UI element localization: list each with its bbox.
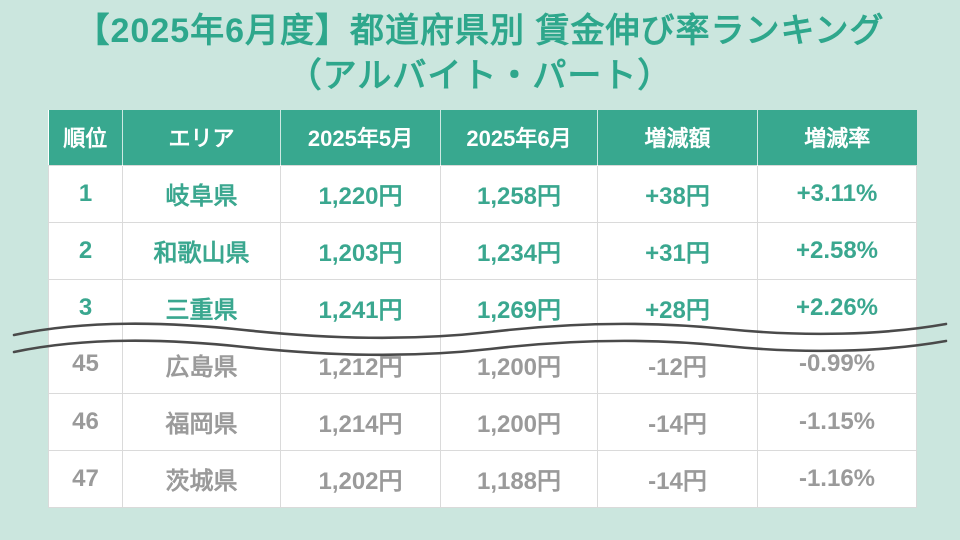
cell-diff: -12円 [597,336,758,394]
table-row-rank-2: 2 和歌山県 1,203円 1,234円 +31円 +2.58% [48,221,917,280]
table-row-rank-45: 45 広島県 1,212円 1,200円 -12円 -0.99% [48,336,917,394]
col-header-area: エリア [122,110,281,165]
cell-may: 1,214円 [280,392,441,451]
table-row-rank-3: 3 三重県 1,241円 1,269円 +28円 +2.26% [48,278,917,336]
col-header-rate: 増減率 [757,110,917,165]
ranking-table-container: 順位 エリア 2025年5月 2025年6月 増減額 増減率 1 岐阜県 1,2… [48,110,917,508]
page-title: 【2025年6月度】都道府県別 賃金伸び率ランキング （アルバイト・パート） [0,0,960,99]
cell-june: 1,269円 [440,278,598,336]
table-row-rank-46: 46 福岡県 1,214円 1,200円 -14円 -1.15% [48,392,917,451]
cell-may: 1,202円 [280,449,441,508]
col-header-may: 2025年5月 [280,110,441,165]
cell-rate: -1.16% [757,449,917,508]
cell-rate: +3.11% [757,164,917,223]
cell-rate: -1.15% [757,392,917,451]
cell-june: 1,258円 [440,164,598,223]
cell-area: 岐阜県 [122,164,281,223]
cell-june: 1,188円 [440,449,598,508]
cell-rank: 47 [48,449,123,508]
page-title-line-2: （アルバイト・パート） [287,56,673,95]
cell-rank: 3 [48,278,123,336]
cell-diff: +38円 [597,164,758,223]
bottom-ranking-rows: 45 広島県 1,212円 1,200円 -12円 -0.99% 46 福岡県 … [48,336,917,508]
table-header: 順位 エリア 2025年5月 2025年6月 増減額 増減率 [48,110,917,165]
col-header-rank: 順位 [48,110,123,165]
col-header-diff: 増減額 [597,110,758,165]
cell-rate: +2.26% [757,278,917,336]
cell-area: 三重県 [122,278,281,336]
table-row-rank-47: 47 茨城県 1,202円 1,188円 -14円 -1.16% [48,449,917,508]
cell-may: 1,212円 [280,336,441,394]
cell-june: 1,234円 [440,221,598,280]
top-ranking-rows: 1 岐阜県 1,220円 1,258円 +38円 +3.11% 2 和歌山県 1… [48,164,917,336]
cell-area: 広島県 [122,336,281,394]
cell-rate: -0.99% [757,336,917,394]
cell-june: 1,200円 [440,392,598,451]
cell-rate: +2.58% [757,221,917,280]
cell-rank: 46 [48,392,123,451]
cell-rank: 2 [48,221,123,280]
cell-may: 1,203円 [280,221,441,280]
cell-area: 福岡県 [122,392,281,451]
cell-diff: -14円 [597,449,758,508]
cell-may: 1,241円 [280,278,441,336]
table-row-rank-1: 1 岐阜県 1,220円 1,258円 +38円 +3.11% [48,164,917,223]
cell-may: 1,220円 [280,164,441,223]
cell-june: 1,200円 [440,336,598,394]
page-title-line-1: 【2025年6月度】都道府県別 賃金伸び率ランキング [75,12,885,50]
cell-diff: -14円 [597,392,758,451]
cell-area: 茨城県 [122,449,281,508]
col-header-june: 2025年6月 [440,110,598,165]
cell-rank: 1 [48,164,123,223]
cell-diff: +28円 [597,278,758,336]
cell-area: 和歌山県 [122,221,281,280]
cell-rank: 45 [48,336,123,394]
header-row: 順位 エリア 2025年5月 2025年6月 増減額 増減率 [48,110,917,165]
ranking-table: 順位 エリア 2025年5月 2025年6月 増減額 増減率 1 岐阜県 1,2… [48,110,917,508]
cell-diff: +31円 [597,221,758,280]
